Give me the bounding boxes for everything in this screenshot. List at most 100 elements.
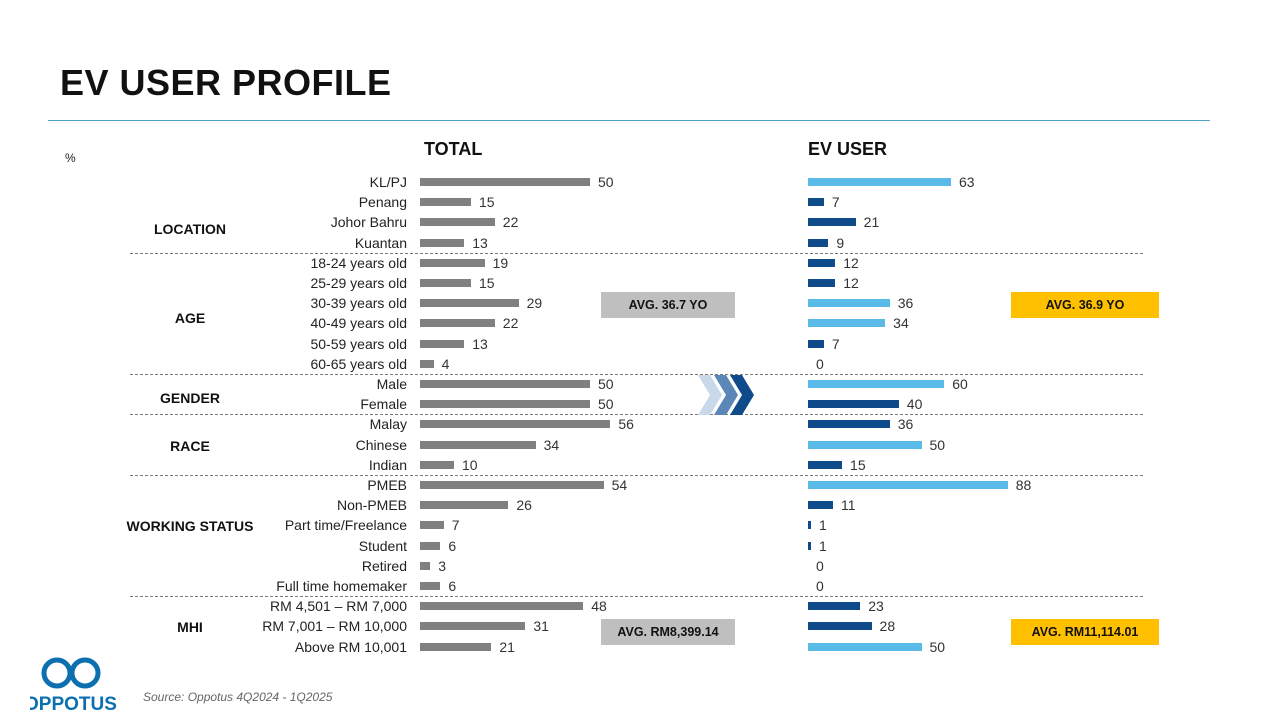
group-label: LOCATION [153, 221, 227, 237]
ev-bar [808, 178, 951, 186]
ev-bar [808, 501, 833, 510]
ev-bar [808, 622, 872, 631]
row-label: 18-24 years old [310, 254, 407, 271]
row-label: Part time/Freelance [284, 517, 407, 534]
source-note: Source: Oppotus 4Q2024 - 1Q2025 [143, 690, 333, 704]
ev-bar [808, 602, 861, 611]
ev-bar [808, 198, 824, 207]
total-bar [420, 460, 454, 469]
row-label: 50-59 years old [310, 335, 407, 352]
ev-value-label: 9 [836, 234, 845, 251]
ev-value-label: 36 [897, 295, 914, 312]
total-bar [420, 238, 465, 247]
ev-value-label: 60 [952, 376, 968, 392]
ev-user-column-header: EV USER [808, 139, 888, 159]
ev-value-label: 12 [843, 254, 859, 271]
ev-value-label: 50 [929, 436, 946, 453]
total-value-label: 48 [591, 598, 607, 615]
ev-value-label: 23 [868, 598, 884, 615]
total-value-label: 26 [516, 497, 532, 514]
row-label: Student [358, 537, 407, 554]
total-value-label: 31 [533, 618, 549, 635]
ev-bar [808, 380, 945, 388]
group-separator [130, 373, 1143, 375]
ev-value-label: 15 [850, 456, 866, 473]
ev-value-label: 40 [906, 396, 923, 413]
total-value-label: 7 [451, 517, 460, 534]
total-value-label: 34 [543, 436, 560, 453]
row-label: Male [376, 376, 407, 392]
total-bar [420, 541, 441, 550]
ev-value-label: 7 [831, 194, 840, 211]
ev-bar [808, 279, 836, 287]
total-bar [420, 642, 492, 651]
total-value-label: 15 [479, 275, 495, 291]
total-bar [420, 319, 495, 328]
ev-value-label: 7 [831, 335, 840, 352]
total-value-label: 6 [448, 578, 457, 594]
group-label: GENDER [160, 390, 220, 406]
total-bar [420, 602, 584, 611]
ev-value-label: 21 [863, 214, 880, 231]
ev-value-label: 34 [893, 315, 909, 332]
total-bar [420, 218, 495, 227]
total-value-label: 56 [618, 416, 634, 433]
ev-value-label: 1 [819, 517, 827, 534]
total-bar [420, 622, 526, 631]
total-value-label: 3 [438, 557, 446, 574]
group-label: AGE [174, 310, 206, 326]
ev-value-label: 28 [879, 618, 896, 635]
chevron-arrows-icon [698, 375, 754, 415]
group-separator [130, 252, 1143, 254]
group-label: RACE [170, 438, 210, 454]
row-label: Non-PMEB [336, 497, 407, 514]
total-bar [420, 420, 611, 429]
ev-value-label: 11 [840, 497, 856, 514]
row-label: 60-65 years old [310, 355, 407, 372]
total-value-label: 50 [598, 174, 614, 190]
total-value-label: 6 [448, 537, 457, 554]
row-label: RM 4,501 – RM 7,000 [270, 598, 407, 615]
ev-value-label: 63 [959, 174, 975, 190]
title-rule [48, 120, 1210, 121]
total-bar [420, 380, 590, 388]
total-value-label: 15 [479, 194, 495, 211]
row-label: 25-29 years old [310, 275, 407, 291]
row-label: Retired [361, 557, 407, 574]
total-bar [420, 359, 434, 368]
group-separator [130, 414, 1143, 416]
row-label: Indian [368, 456, 407, 473]
ev-value-label: 0 [816, 578, 824, 594]
mhi-ev-average-badge: AVG. RM11,114.01 [1011, 619, 1159, 645]
row-label: Female [360, 396, 407, 413]
total-value-label: 19 [492, 254, 509, 271]
row-label: Above RM 10,001 [294, 638, 407, 655]
total-bar [420, 501, 509, 510]
group-label: WORKING STATUS [126, 518, 254, 534]
total-value-label: 13 [472, 234, 488, 251]
ev-bar [808, 521, 811, 530]
logo-text: OPPOTUS [30, 694, 117, 715]
mhi-total-average-badge: AVG. RM8,399.14 [601, 619, 735, 645]
total-bar [420, 339, 465, 348]
total-value-label: 4 [441, 355, 450, 372]
total-bar [420, 178, 590, 186]
ev-bar [808, 541, 811, 550]
ev-bar [808, 319, 886, 328]
group-label: MHI [177, 619, 203, 635]
row-label: 30-39 years old [310, 295, 407, 312]
total-bar [420, 521, 444, 530]
total-value-label: 50 [598, 396, 614, 413]
ev-value-label: 50 [929, 638, 946, 655]
total-value-label: 54 [611, 477, 628, 493]
total-bar [420, 440, 536, 449]
ev-bar [808, 238, 829, 247]
row-label: Chinese [355, 436, 407, 453]
row-label: RM 7,001 – RM 10,000 [262, 618, 407, 635]
total-bar [420, 582, 441, 590]
total-bar [420, 481, 604, 489]
page-title: EV USER PROFILE [60, 62, 392, 103]
group-separator [130, 596, 1143, 598]
total-value-label: 10 [462, 456, 478, 473]
row-label: PMEB [367, 477, 407, 493]
